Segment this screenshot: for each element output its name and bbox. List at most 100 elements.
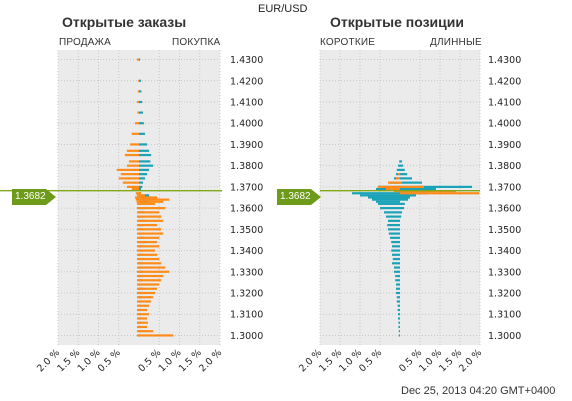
orders-bar bbox=[138, 79, 139, 82]
orders-bar bbox=[139, 100, 143, 104]
positions-bar bbox=[378, 202, 400, 205]
orders-y-tick-label: 1.3200 bbox=[230, 289, 263, 300]
positions-bar bbox=[396, 287, 400, 290]
orders-y-tick-label: 1.3800 bbox=[230, 161, 263, 172]
positions-y-tick-label: 1.3200 bbox=[488, 289, 521, 300]
positions-bar bbox=[399, 160, 400, 163]
orders-bar bbox=[136, 262, 139, 265]
positions-bar bbox=[400, 194, 416, 197]
orders-bar bbox=[139, 249, 156, 252]
orders-bar bbox=[136, 313, 139, 316]
orders-bar bbox=[122, 181, 139, 184]
orders-bar bbox=[136, 245, 139, 248]
positions-bar bbox=[398, 334, 400, 337]
orders-bar bbox=[139, 192, 142, 195]
positions-bar bbox=[398, 321, 400, 324]
orders-bar bbox=[136, 304, 139, 307]
positions-bar bbox=[386, 187, 400, 191]
orders-bar bbox=[139, 132, 146, 135]
orders-price-tag-label: 1.3682 bbox=[15, 191, 46, 202]
positions-bar bbox=[388, 181, 400, 184]
orders-bar bbox=[136, 211, 139, 214]
orders-y-tick-label: 1.4300 bbox=[230, 55, 263, 66]
orders-bar bbox=[136, 257, 139, 261]
orders-bar bbox=[139, 164, 154, 167]
positions-bar bbox=[400, 211, 402, 214]
pair-title: EUR/USD bbox=[258, 3, 308, 15]
positions-bar bbox=[400, 215, 402, 218]
orders-bar bbox=[139, 187, 142, 191]
orders-bar bbox=[136, 325, 139, 329]
orders-bar bbox=[118, 177, 139, 180]
positions-bar bbox=[386, 215, 400, 218]
orders-bar bbox=[139, 185, 143, 188]
orders-bar bbox=[120, 173, 139, 176]
positions-chart-title: Открытые позиции bbox=[330, 14, 464, 30]
orders-bar bbox=[139, 253, 158, 256]
orders-bar bbox=[139, 257, 160, 261]
orders-bar bbox=[124, 153, 139, 157]
positions-bar bbox=[392, 245, 400, 248]
orders-y-tick-label: 1.3500 bbox=[230, 225, 263, 236]
orders-bar bbox=[139, 274, 164, 278]
orders-price-tag: 1.3682 bbox=[12, 189, 56, 205]
orders-bar bbox=[136, 100, 139, 104]
positions-bar bbox=[400, 187, 436, 191]
positions-y-tick-label: 1.3400 bbox=[488, 246, 521, 257]
positions-y-tick-label: 1.3800 bbox=[488, 161, 521, 172]
positions-left-label: КОРОТКИЕ bbox=[320, 37, 376, 48]
orders-bar bbox=[139, 153, 152, 157]
positions-y-tick-label: 1.3100 bbox=[488, 310, 521, 321]
orders-bar bbox=[139, 160, 151, 163]
positions-bar bbox=[394, 266, 400, 269]
orders-bar bbox=[139, 287, 158, 290]
positions-y-tick-label: 1.4300 bbox=[488, 55, 521, 66]
positions-bar bbox=[400, 198, 408, 201]
orders-y-tick-label: 1.4000 bbox=[230, 119, 263, 130]
positions-y-tick-label: 1.4100 bbox=[488, 97, 521, 108]
orders-bar bbox=[134, 196, 139, 199]
positions-bar bbox=[400, 173, 408, 176]
orders-y-tick-label: 1.3000 bbox=[230, 331, 263, 342]
positions-y-tick-label: 1.3600 bbox=[488, 204, 521, 215]
positions-bar bbox=[398, 325, 400, 329]
positions-bar bbox=[396, 300, 400, 303]
orders-bar bbox=[136, 236, 139, 239]
orders-bar bbox=[137, 90, 139, 93]
orders-bar bbox=[139, 296, 154, 299]
positions-bar bbox=[400, 196, 410, 199]
orders-bar bbox=[134, 122, 139, 125]
orders-bar bbox=[128, 160, 139, 163]
orders-bar bbox=[139, 58, 141, 61]
orders-bar bbox=[139, 313, 150, 316]
orders-bar bbox=[139, 79, 142, 82]
positions-y-tick-label: 1.3300 bbox=[488, 267, 521, 278]
positions-bar bbox=[378, 185, 400, 188]
orders-bar bbox=[139, 202, 156, 205]
orders-bar bbox=[139, 207, 166, 210]
orders-bar bbox=[139, 219, 164, 222]
positions-bar bbox=[400, 177, 412, 180]
orders-bar bbox=[139, 90, 142, 93]
orders-bar bbox=[136, 334, 139, 337]
orders-bar bbox=[136, 321, 139, 324]
orders-bar bbox=[136, 253, 139, 256]
orders-bar bbox=[139, 304, 150, 307]
orders-bar bbox=[139, 168, 150, 172]
orders-bar bbox=[139, 232, 164, 235]
positions-bar bbox=[398, 173, 400, 176]
positions-bar bbox=[392, 257, 400, 261]
orders-bar bbox=[139, 149, 150, 152]
orders-bar bbox=[136, 287, 139, 290]
positions-y-tick-label: 1.3900 bbox=[488, 140, 521, 151]
orders-bar bbox=[139, 262, 162, 265]
orders-y-tick-label: 1.4200 bbox=[230, 76, 263, 87]
orders-bar bbox=[126, 185, 139, 188]
positions-bar bbox=[398, 330, 400, 333]
positions-bar bbox=[352, 192, 400, 195]
positions-bar bbox=[392, 262, 400, 265]
positions-x-tick-label: 2.0 % bbox=[457, 347, 484, 374]
orders-bar bbox=[131, 187, 139, 191]
